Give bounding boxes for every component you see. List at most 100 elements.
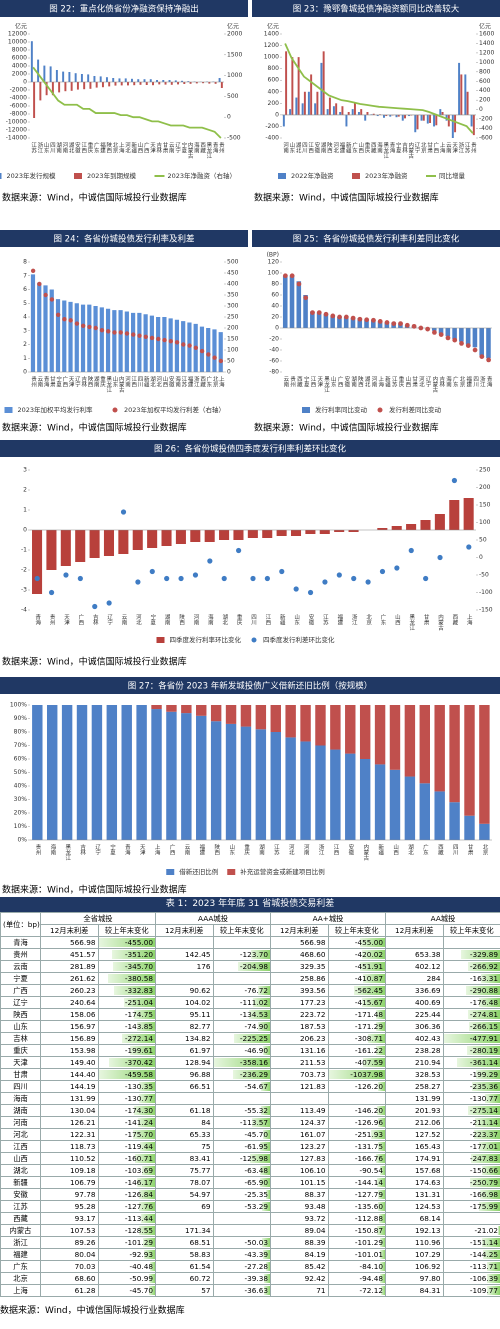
x-tick-label: 新疆 [279, 613, 286, 627]
y-tick-label: -60 [269, 358, 279, 365]
dot [168, 339, 173, 344]
bar [316, 91, 319, 115]
bar [70, 82, 73, 91]
y-tick-label: -400 [265, 135, 279, 142]
cell: 70.03 [40, 1260, 99, 1273]
bar [296, 281, 302, 328]
cell: 127.83 [270, 1152, 329, 1165]
cell-text: 湖北 [13, 1166, 28, 1175]
bar [45, 82, 48, 96]
cell-text: -134.53 [239, 1010, 269, 1019]
cell-text: 96.88 [189, 1070, 211, 1079]
bar [438, 328, 444, 334]
cell: -150.87 [327, 1224, 387, 1237]
y-tick-label: -4 [21, 607, 27, 614]
cell: 88.37 [270, 1188, 329, 1201]
bar [310, 311, 315, 328]
cell-text: 吉林 [13, 1034, 28, 1043]
x-tick-label: 安徽 [168, 375, 175, 389]
cell-text: -415.67 [354, 998, 384, 1007]
x-tick-label: 宁夏 [55, 375, 62, 388]
bar [262, 530, 273, 538]
x-tick-label: 贵州 [30, 375, 37, 388]
x-tick-label: 江西 [333, 844, 340, 857]
cell-text: -101.01 [354, 1250, 384, 1259]
x-tick-label: 广东 [205, 375, 212, 388]
header-bar [252, 0, 500, 17]
bar [419, 783, 431, 840]
cell: 57 [155, 1284, 214, 1297]
x-tick-label: 福建 [187, 375, 194, 389]
y-tick-label: 800 [268, 65, 280, 72]
cell: -329.89 [442, 948, 500, 961]
data-bar [362, 1058, 385, 1067]
cell-text: -251.04 [124, 998, 153, 1007]
y-tick-label: 120 [268, 259, 280, 266]
cell-text: 328.53 [414, 1070, 441, 1079]
cell-text: -266.92 [469, 962, 499, 971]
cell-text: 113.49 [299, 1106, 326, 1115]
dot [466, 544, 472, 550]
x-tick-label: 四川 [472, 376, 479, 388]
dot [174, 340, 180, 345]
cell-text: 258.86 [299, 974, 326, 983]
y2-tick-label: 1500 [227, 51, 242, 58]
bar [439, 109, 442, 115]
bar [341, 106, 344, 115]
cell: 238.28 [385, 1044, 444, 1057]
y-tick-label: 40 [271, 303, 279, 310]
cell: 123.27 [270, 1140, 329, 1153]
row: 山西 110.52 -160.71 83.41 -125.98 127.83 -166.76… [0, 1152, 500, 1165]
data-bar [467, 1010, 500, 1019]
bar [219, 530, 230, 540]
cell: -76.72 [212, 984, 272, 997]
cell-text: -65.90 [244, 1178, 269, 1187]
cell-text: 284 [426, 974, 441, 983]
y-tick-label: 50% [14, 769, 28, 776]
cell: -247.83 [442, 1152, 500, 1165]
cell-text: 122.31 [69, 1130, 96, 1139]
bar [422, 114, 425, 121]
x-tick-label: 甘肃 [49, 375, 56, 389]
cell-text: -123.70 [239, 950, 269, 959]
cell [155, 972, 214, 985]
dot [404, 322, 410, 328]
cell: 106.10 [270, 1164, 329, 1177]
cell: 223.72 [270, 1008, 329, 1021]
data-bar [130, 1046, 155, 1055]
dot [131, 332, 136, 337]
y-tick-label: 80 [271, 281, 279, 288]
row-label: 浙江 [0, 1236, 41, 1249]
bar [32, 705, 43, 840]
cell: 95.11 [155, 1008, 214, 1021]
bar [183, 82, 186, 84]
cell-text: 121.83 [299, 1082, 326, 1091]
legend-label: 2023年加权平均发行利率 [18, 405, 94, 414]
bar [124, 311, 129, 372]
x-tick-label: 广西 [61, 375, 68, 389]
bar [290, 530, 302, 536]
cell: 212.06 [385, 1116, 444, 1129]
cell: 71 [270, 1284, 329, 1297]
source: 数据来源：Wind，中诚信国际城投行业数据库 [0, 1306, 185, 1316]
cell: -84.10 [327, 1260, 387, 1273]
x-tick-label: 安徽 [343, 375, 350, 389]
dot [316, 310, 322, 315]
cell: 130.04 [40, 1104, 99, 1117]
bar [357, 318, 363, 328]
x-tick-label: 广东 [351, 141, 358, 154]
x-tick-label: 西藏 [199, 142, 206, 155]
legend-label: 2023年净融资（右轴） [168, 171, 237, 180]
bar [87, 304, 92, 372]
bar [132, 530, 143, 550]
bar [208, 82, 211, 84]
cell-text: -455.00 [124, 938, 153, 947]
row: 甘肃 144.40 -459.58 96.88 -236.29 703.73 -1037.9… [0, 1068, 500, 1081]
cell-text: -171.29 [354, 1022, 384, 1031]
x-tick-label: 天津 [68, 376, 75, 389]
data-bar [258, 1022, 270, 1031]
legend-swatch [278, 173, 286, 179]
cell-text: 61.54 [189, 1262, 211, 1271]
cell-text: 辽宁 [13, 998, 28, 1007]
cell-text: 124.53 [414, 1202, 441, 1211]
